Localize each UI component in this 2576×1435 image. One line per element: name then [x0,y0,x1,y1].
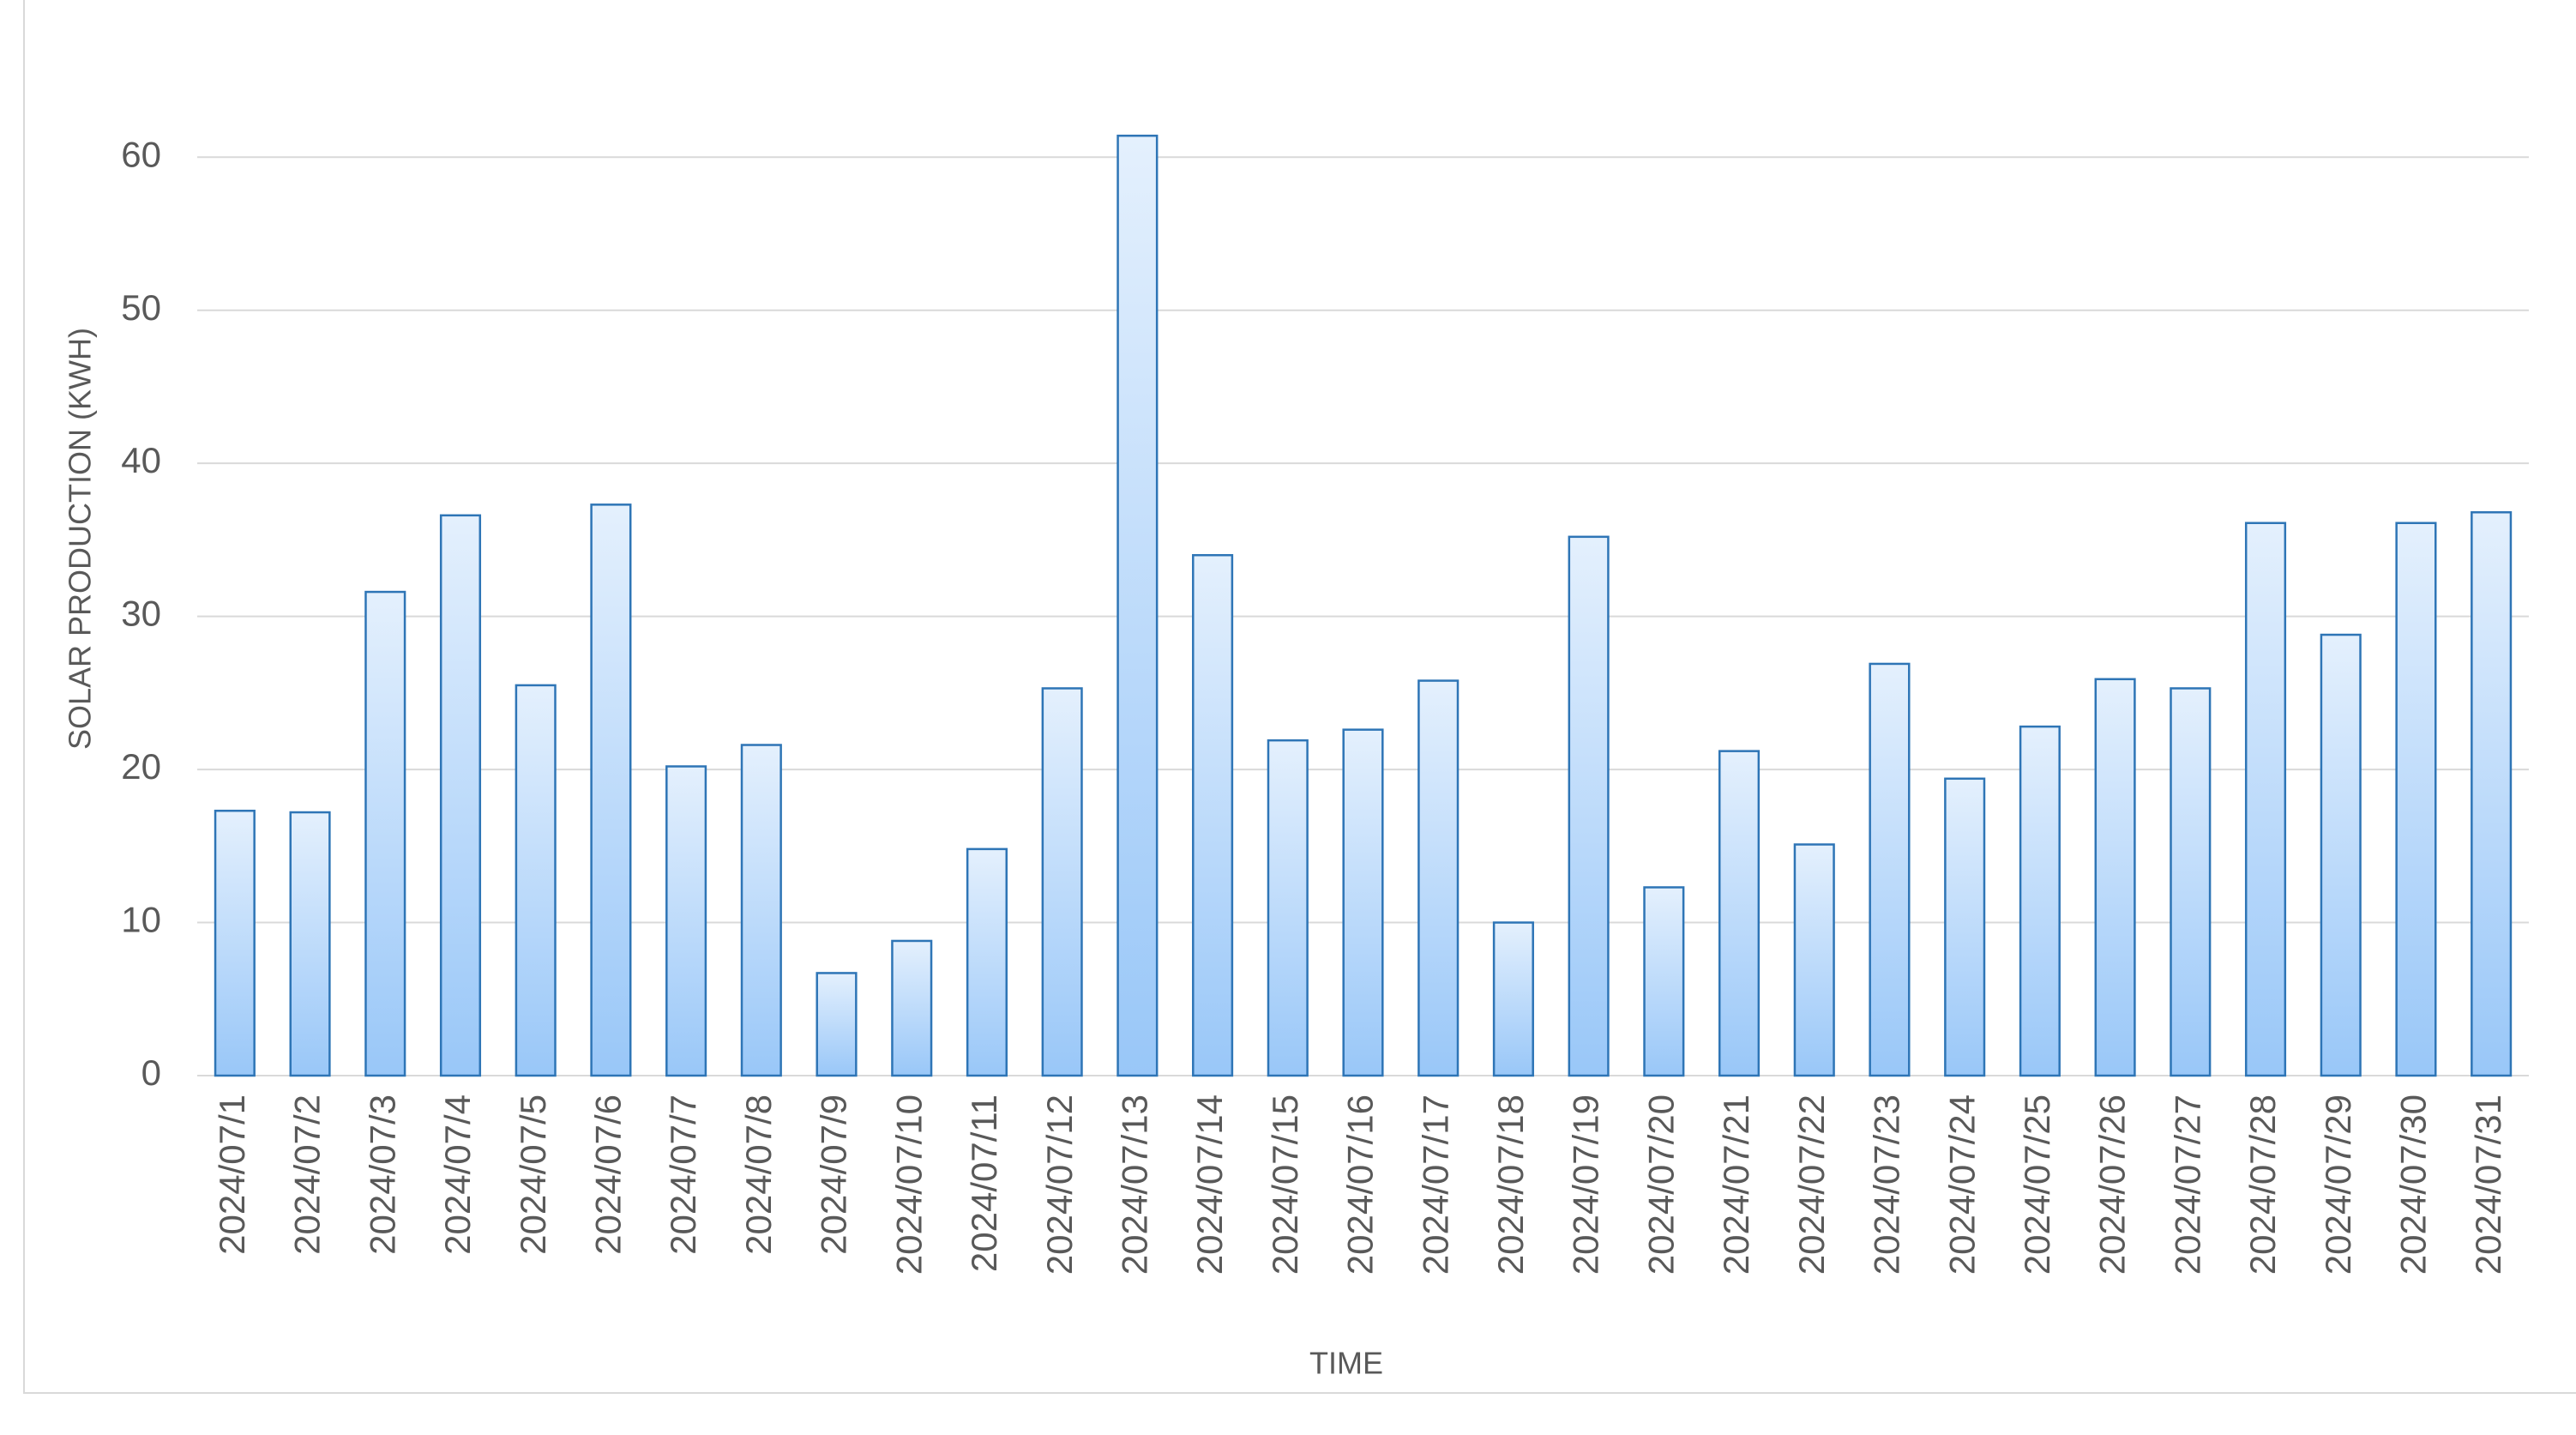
bar [2170,687,2212,1077]
x-tick-label: 2024/07/26 [2092,1094,2133,1275]
x-tick-label: 2024/07/31 [2468,1094,2508,1275]
x-tick-label: 2024/07/14 [1189,1094,1230,1275]
bar [1793,843,1835,1077]
y-tick-label: 50 [121,287,161,328]
y-tick-label: 10 [121,900,161,940]
bar [1192,553,1234,1077]
x-tick-label: 2024/07/20 [1640,1094,1681,1275]
bar [665,765,707,1077]
x-tick-label: 2024/07/3 [362,1094,402,1255]
bar [1492,921,1534,1077]
bar [1643,886,1685,1077]
bar [214,810,256,1077]
bar [515,684,557,1077]
bar [1944,777,1986,1077]
x-tick-label: 2024/07/1 [212,1094,252,1255]
x-tick-label: 2024/07/15 [1265,1094,1305,1275]
x-tick-label: 2024/07/6 [587,1094,628,1255]
bar [2320,633,2362,1077]
x-tick-label: 2024/07/13 [1114,1094,1154,1275]
chart-border [23,0,2576,1394]
bar [2395,522,2437,1077]
x-tick-label: 2024/07/29 [2318,1094,2358,1275]
x-tick-label: 2024/07/23 [1867,1094,1907,1275]
x-tick-label: 2024/07/27 [2167,1094,2207,1275]
bar [2244,522,2287,1077]
bar [289,811,331,1077]
bar [1116,134,1159,1077]
x-tick-label: 2024/07/21 [1716,1094,1756,1275]
bar [1041,687,1083,1077]
bar [740,744,782,1077]
x-tick-label: 2024/07/30 [2393,1094,2434,1275]
bar [1267,739,1309,1077]
x-tick-label: 2024/07/9 [814,1094,854,1255]
bar [2094,678,2136,1077]
y-tick-label: 0 [141,1052,161,1093]
bar [891,939,933,1077]
x-tick-label: 2024/07/4 [437,1094,478,1255]
bar [1718,750,1760,1077]
y-tick-label: 30 [121,594,161,634]
bar [590,503,632,1077]
bar [2019,725,2061,1077]
x-tick-label: 2024/07/5 [513,1094,553,1255]
x-tick-label: 2024/07/12 [1039,1094,1080,1275]
x-tick-label: 2024/07/28 [2242,1094,2283,1275]
bar [966,847,1008,1077]
x-tick-label: 2024/07/11 [964,1094,1004,1272]
x-tick-label: 2024/07/24 [1941,1094,1982,1275]
bar [1568,535,1610,1077]
x-tick-label: 2024/07/2 [287,1094,328,1255]
x-tick-label: 2024/07/18 [1490,1094,1531,1275]
x-tick-label: 2024/07/22 [1791,1094,1832,1275]
bar [1417,679,1460,1077]
bar [1869,662,1911,1077]
x-tick-label: 2024/07/7 [663,1094,703,1255]
x-tick-label: 2024/07/16 [1340,1094,1381,1275]
y-tick-label: 20 [121,746,161,787]
x-tick-label: 2024/07/8 [738,1094,779,1255]
x-tick-label: 2024/07/25 [2017,1094,2057,1275]
bar [1342,728,1384,1077]
x-tick-label: 2024/07/10 [888,1094,929,1275]
x-tick-label: 2024/07/17 [1415,1094,1455,1275]
x-axis-title: TIME [1309,1346,1383,1381]
bar [816,972,858,1077]
bar [439,514,482,1077]
x-tick-label: 2024/07/19 [1566,1094,1606,1275]
y-tick-label: 60 [121,134,161,174]
bar [364,590,406,1077]
y-tick-label: 40 [121,440,161,480]
y-axis-title: SOLAR PRODUCTION (KWH) [63,328,98,750]
bar [2471,511,2513,1077]
